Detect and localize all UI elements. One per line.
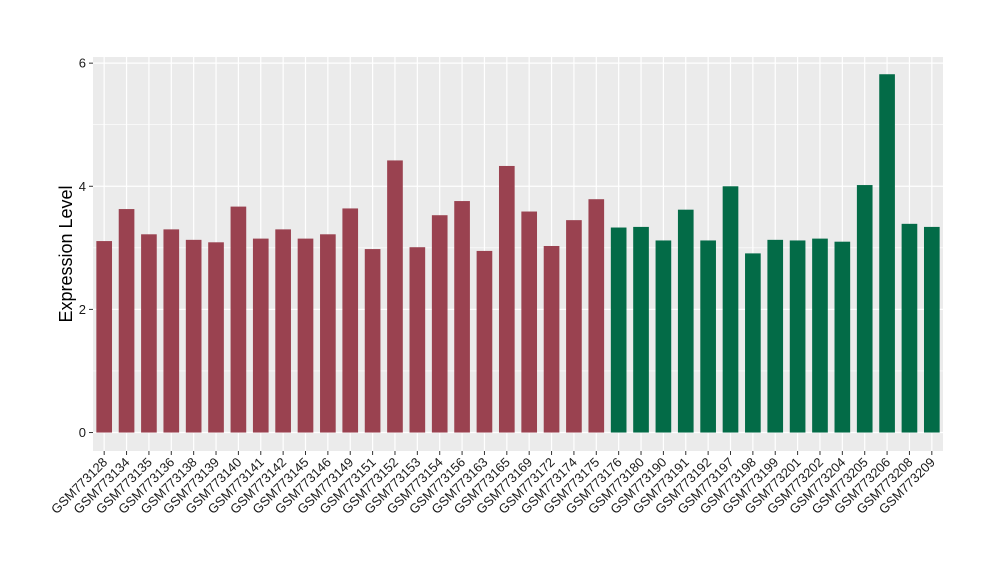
bar-GSM773176	[610, 227, 627, 433]
bar-GSM773202	[812, 238, 828, 433]
y-tick-label: 6	[79, 56, 86, 71]
bar-GSM773175	[588, 199, 605, 433]
bar-GSM773154	[431, 215, 448, 433]
y-axis: 0 2 4 6	[79, 56, 93, 440]
bar-GSM773152	[387, 160, 403, 433]
bar-GSM773197	[722, 186, 739, 433]
bar-GSM773141	[252, 238, 269, 433]
bar-GSM773204	[834, 241, 851, 433]
bar-GSM773163	[476, 250, 493, 433]
bar-GSM773128	[96, 241, 113, 433]
bar-GSM773180	[633, 226, 649, 433]
y-tick-label: 2	[79, 302, 86, 317]
bar-GSM773146	[320, 234, 336, 433]
y-tick-label: 0	[79, 425, 86, 440]
bar-GSM773208	[901, 223, 918, 433]
bars	[96, 74, 940, 433]
bar-GSM773191	[677, 209, 694, 433]
bar-GSM773206	[879, 74, 895, 433]
bar-GSM773165	[498, 165, 515, 433]
bar-GSM773198	[745, 253, 761, 433]
bar-GSM773174	[566, 220, 582, 433]
bar-GSM773201	[789, 240, 806, 433]
bar-GSM773172	[543, 245, 560, 433]
bar-GSM773149	[342, 208, 359, 433]
bar-GSM773135	[141, 234, 157, 433]
bar-GSM773153	[409, 247, 426, 433]
bar-GSM773205	[856, 185, 873, 433]
bar-GSM773151	[364, 249, 381, 433]
bar-GSM773145	[297, 238, 314, 433]
x-axis: GSM773128GSM773134GSM773135GSM773136GSM7…	[48, 451, 938, 517]
bar-GSM773138	[185, 239, 202, 433]
bar-GSM773169	[521, 211, 538, 433]
bar-GSM773136	[163, 229, 180, 433]
bar-GSM773192	[700, 240, 716, 433]
bar-GSM773142	[275, 229, 291, 433]
bar-GSM773199	[767, 239, 784, 433]
bar-GSM773140	[230, 206, 247, 433]
bar-GSM773134	[118, 209, 135, 433]
y-tick-label: 4	[79, 179, 86, 194]
bar-GSM773156	[454, 201, 470, 433]
bar-GSM773209	[923, 226, 940, 433]
y-axis-title: Expression Level	[56, 185, 76, 322]
bar-GSM773139	[208, 242, 224, 433]
bar-GSM773190	[655, 240, 672, 433]
